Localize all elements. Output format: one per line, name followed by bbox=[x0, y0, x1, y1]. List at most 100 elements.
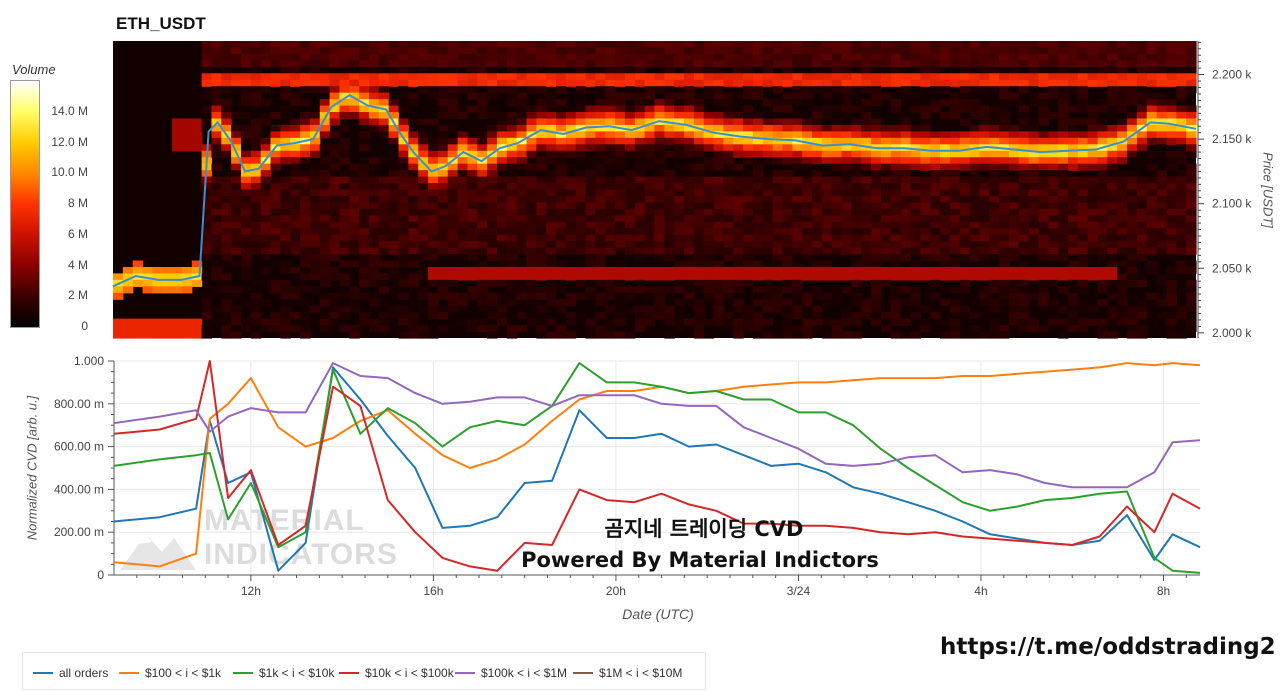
heatmap-cell bbox=[851, 60, 862, 68]
heatmap-cell bbox=[565, 53, 577, 61]
heatmap-cell bbox=[723, 292, 734, 300]
heatmap-cell bbox=[585, 254, 597, 262]
heatmap-cell bbox=[910, 53, 921, 61]
heatmap-cell bbox=[359, 215, 370, 223]
heatmap-cell bbox=[772, 131, 784, 139]
heatmap-cell bbox=[999, 176, 1010, 184]
heatmap-cell bbox=[644, 86, 656, 94]
heatmap-cell bbox=[1077, 279, 1089, 287]
heatmap-cell bbox=[231, 137, 242, 145]
heatmap-cell bbox=[1068, 266, 1079, 275]
heatmap-cell bbox=[457, 215, 469, 223]
legend-item[interactable]: $100k < i < $1M bbox=[455, 666, 567, 682]
heatmap-cell bbox=[1058, 124, 1069, 132]
heatmap-cell bbox=[693, 254, 705, 262]
heatmap-cell bbox=[467, 195, 478, 204]
heatmap-cell bbox=[556, 170, 567, 178]
heatmap-cell bbox=[812, 183, 823, 191]
heatmap-cell bbox=[585, 266, 597, 275]
heatmap-cell bbox=[684, 99, 695, 107]
heatmap-cell bbox=[447, 279, 459, 287]
heatmap-cell bbox=[437, 47, 449, 55]
heatmap-cell bbox=[526, 118, 537, 126]
heatmap-cell bbox=[378, 208, 390, 216]
heatmap-cell bbox=[368, 292, 380, 300]
heatmap-cell bbox=[477, 131, 488, 139]
heatmap-cell bbox=[221, 195, 232, 204]
heatmap-cell bbox=[388, 99, 400, 107]
heatmap-cell bbox=[398, 260, 409, 268]
heatmap-cell bbox=[693, 312, 705, 320]
heatmap-cell bbox=[624, 189, 636, 197]
legend-item[interactable]: $1M < i < $10M bbox=[573, 666, 682, 682]
heatmap-cell bbox=[496, 215, 508, 223]
heatmap-cell bbox=[802, 79, 813, 87]
heatmap-cell bbox=[1018, 234, 1030, 242]
heatmap-cell bbox=[615, 208, 626, 216]
heatmap-cell bbox=[437, 99, 449, 107]
legend-item[interactable]: $10k < i < $100k bbox=[339, 666, 454, 682]
heatmap-cell bbox=[821, 266, 833, 275]
telegram-link[interactable]: https://t.me/oddstrading2 bbox=[940, 634, 1276, 660]
heatmap-cell bbox=[526, 176, 537, 184]
heatmap-cell bbox=[910, 221, 921, 229]
heatmap-cell bbox=[172, 266, 183, 275]
legend-item[interactable]: all orders bbox=[33, 666, 108, 682]
heatmap-cell bbox=[231, 163, 242, 171]
heatmap-cell bbox=[447, 124, 459, 132]
heatmap-cell bbox=[743, 124, 754, 132]
heatmap-cell bbox=[920, 208, 931, 216]
heatmap-cell bbox=[319, 318, 331, 326]
heatmap-cell bbox=[782, 47, 793, 55]
heatmap-cell bbox=[1018, 189, 1030, 197]
heatmap-cell bbox=[693, 131, 705, 139]
heatmap-cell bbox=[703, 221, 715, 229]
heatmap-cell bbox=[979, 163, 990, 171]
heatmap-cell bbox=[329, 318, 341, 326]
heatmap-cell bbox=[556, 195, 567, 204]
heatmap-cell bbox=[910, 47, 921, 55]
heatmap-cell bbox=[359, 247, 370, 255]
heatmap-cell bbox=[1107, 286, 1118, 294]
heatmap-cell bbox=[1028, 273, 1040, 281]
heatmap-cell bbox=[802, 292, 813, 300]
heatmap-cell bbox=[516, 286, 528, 294]
heatmap-cell bbox=[1097, 228, 1108, 236]
heatmap-cell bbox=[113, 273, 124, 281]
heatmap-cell bbox=[959, 53, 971, 61]
heatmap-cell bbox=[231, 79, 242, 87]
heatmap-cell bbox=[172, 124, 183, 132]
heatmap-cell bbox=[1156, 247, 1168, 255]
heatmap-cell bbox=[556, 41, 567, 49]
heatmap-cell bbox=[802, 331, 813, 339]
heatmap-cell bbox=[1038, 325, 1049, 333]
heatmap-cell bbox=[1136, 105, 1148, 113]
heatmap-cell bbox=[684, 144, 695, 152]
heatmap-cell bbox=[821, 79, 833, 87]
heatmap-cell bbox=[585, 144, 597, 152]
heatmap-cell bbox=[300, 247, 311, 255]
heatmap-cell bbox=[654, 189, 665, 197]
heatmap-cell bbox=[969, 189, 980, 197]
heatmap-cell bbox=[654, 53, 665, 61]
heatmap-cell bbox=[270, 124, 281, 132]
heatmap-cell bbox=[349, 60, 360, 68]
heatmap-cell bbox=[270, 241, 281, 249]
heatmap-cell bbox=[526, 137, 537, 145]
heatmap-cell bbox=[1087, 195, 1099, 204]
legend-item[interactable]: $100 < i < $1k bbox=[119, 666, 221, 682]
heatmap-cell bbox=[428, 41, 439, 49]
heatmap-cell bbox=[969, 202, 980, 210]
cvd-x-tick-label: 12h bbox=[241, 584, 261, 598]
heatmap-cell bbox=[1176, 286, 1187, 294]
heatmap-cell bbox=[1097, 163, 1108, 171]
heatmap-cell bbox=[309, 234, 321, 242]
heatmap-cell bbox=[1156, 73, 1168, 81]
heatmap-cell bbox=[319, 195, 331, 204]
heatmap-cell bbox=[309, 305, 321, 313]
heatmap-cell bbox=[841, 228, 853, 236]
heatmap-cell bbox=[999, 53, 1010, 61]
legend-item[interactable]: $1k < i < $10k bbox=[233, 666, 334, 682]
heatmap-cell bbox=[349, 86, 360, 94]
heatmap-cell bbox=[1186, 305, 1197, 313]
